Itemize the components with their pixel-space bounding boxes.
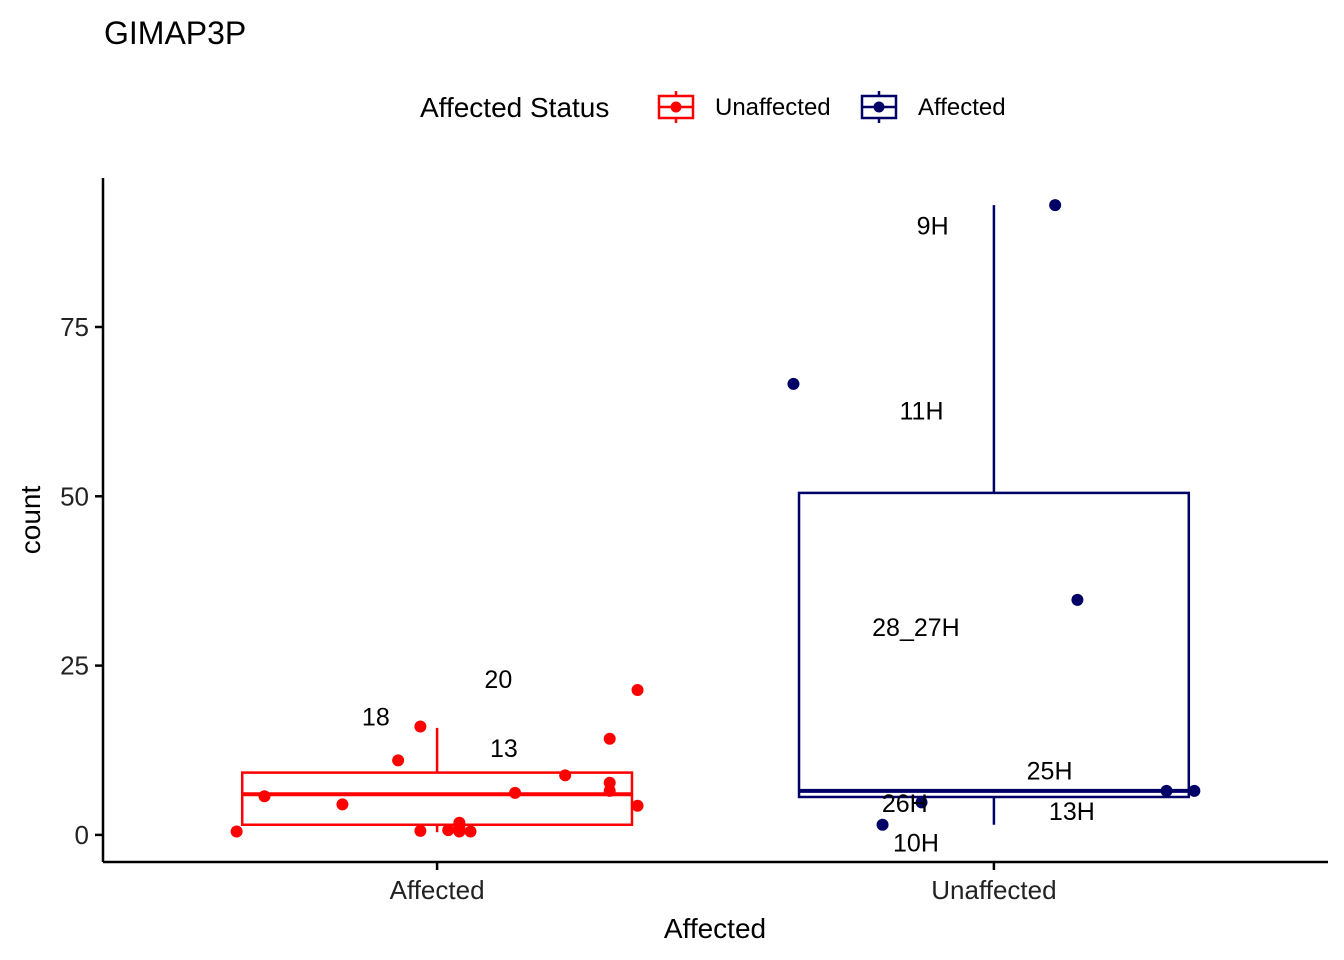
- data-point: [603, 784, 616, 797]
- plot-area: 20 18 13 9H 11H 28_27H 25H 26H 13H 10H: [230, 199, 1201, 857]
- data-point: [559, 769, 572, 782]
- data-point: [509, 786, 522, 799]
- point-label: 11H: [900, 397, 944, 425]
- point-label: 26H: [882, 790, 928, 818]
- axes: 0 25 50 75 Affected Unaffected Affected coun…: [15, 178, 1328, 944]
- point-label: 25H: [1027, 758, 1073, 786]
- data-point: [876, 818, 889, 831]
- legend-entry: Affected: [860, 91, 1006, 123]
- point-label: 13H: [1049, 798, 1095, 826]
- data-point: [915, 796, 928, 809]
- legend-key-point: [873, 101, 885, 113]
- data-point: [392, 754, 405, 767]
- point-label: 13: [490, 735, 518, 763]
- data-point: [258, 790, 271, 803]
- legend: Affected Status Unaffected Affected: [420, 91, 1006, 123]
- y-tick-label: 75: [60, 312, 89, 342]
- x-tick-label: Affected: [390, 875, 485, 905]
- y-tick-label: 0: [75, 820, 89, 850]
- y-axis-title: count: [15, 486, 46, 555]
- box-group-affected: 20 18 13: [230, 666, 644, 838]
- y-tick-label: 25: [60, 651, 89, 681]
- data-point: [603, 732, 616, 745]
- legend-label: Affected: [918, 94, 1006, 121]
- legend-key-point: [670, 101, 682, 113]
- point-label: 9H: [917, 212, 949, 240]
- data-point: [787, 377, 800, 390]
- data-point: [414, 824, 427, 837]
- data-point: [336, 798, 349, 811]
- x-tick-label: Unaffected: [931, 875, 1056, 905]
- y-tick-label: 50: [60, 481, 89, 511]
- legend-title: Affected Status: [420, 92, 609, 123]
- data-point: [414, 720, 427, 733]
- x-axis-title: Affected: [664, 913, 766, 944]
- data-point: [442, 824, 455, 837]
- data-point: [1071, 593, 1084, 606]
- data-point: [230, 825, 243, 838]
- legend-label: Unaffected: [715, 94, 831, 121]
- legend-entry: Unaffected: [657, 91, 831, 123]
- point-label: 18: [362, 703, 390, 731]
- point-label: 20: [484, 666, 512, 694]
- chart-title: GIMAP3P: [104, 15, 246, 51]
- point-label: 28_27H: [872, 614, 960, 642]
- data-point: [1049, 199, 1062, 212]
- point-label: 10H: [893, 829, 939, 857]
- data-point: [1188, 784, 1201, 797]
- data-point: [453, 816, 466, 829]
- box: [240, 771, 634, 827]
- data-point: [464, 825, 477, 838]
- box: [797, 491, 1191, 799]
- data-point: [631, 683, 644, 696]
- box-group-unaffected: 9H 11H 28_27H 25H 26H 13H 10H: [787, 199, 1201, 857]
- data-point: [631, 799, 644, 812]
- data-point: [1160, 784, 1173, 797]
